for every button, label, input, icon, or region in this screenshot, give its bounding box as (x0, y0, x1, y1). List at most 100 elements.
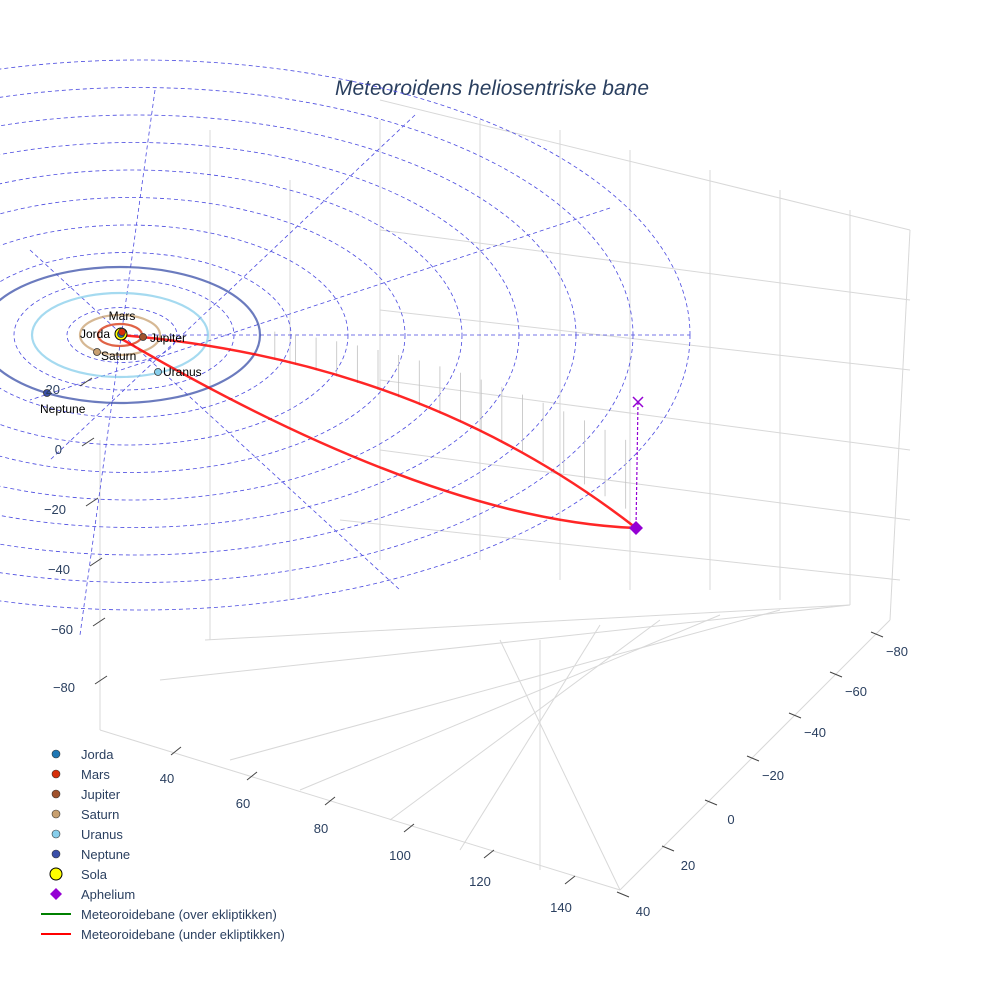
x-marker (632, 396, 644, 408)
y-tick-mark (704, 799, 718, 806)
y-tick-mark (788, 712, 802, 719)
z-tick-mark (92, 617, 106, 627)
planet-marker-neptune (43, 389, 51, 397)
legend-item[interactable]: Jorda (51, 747, 114, 762)
y-tick-label: −20 (762, 768, 784, 783)
planet-label-neptune: Neptune (40, 402, 86, 416)
x-tick-label: 120 (469, 874, 491, 889)
legend-item[interactable]: Neptune (51, 847, 130, 862)
planet-label-mars: Mars (109, 309, 136, 323)
grid-line (379, 449, 911, 521)
legend-symbol (51, 849, 61, 859)
ecliptic-spoke (29, 207, 611, 401)
grid-line (389, 619, 661, 821)
chart-title: Meteoroidens heliosentriske bane (335, 77, 649, 100)
planet-marker-uranus (154, 368, 162, 376)
grid-line (339, 519, 901, 581)
grid-line (159, 604, 851, 681)
grid-line (379, 99, 911, 231)
legend-symbol (51, 829, 61, 839)
z-tick-mark (89, 557, 103, 567)
grid-line (379, 229, 911, 301)
ecliptic-ring (0, 197, 406, 473)
x-tick-label: 60 (236, 796, 250, 811)
z-tick-mark (79, 377, 93, 387)
ecliptic-ring (0, 169, 463, 501)
z-tick-label: 20 (46, 382, 60, 397)
grid-line (379, 309, 911, 371)
planet-orbit (30, 291, 210, 379)
z-tick-label: −40 (48, 562, 70, 577)
legend-item[interactable]: Meteoroidebane (under ekliptikken) (41, 927, 285, 942)
x-tick-label: 100 (389, 848, 411, 863)
x-tick-mark (246, 771, 258, 781)
legend-label: Meteoroidebane (under ekliptikken) (81, 927, 285, 942)
x-tick-label: 80 (314, 821, 328, 836)
grid-line (204, 604, 851, 641)
grid-line (459, 624, 601, 851)
legend-item[interactable]: Mars (51, 767, 110, 782)
z-tick-label: −60 (51, 622, 73, 637)
grid-line (379, 379, 911, 451)
aphelion-marker (629, 521, 643, 535)
legend-symbol (51, 789, 61, 799)
planet-orbit (78, 313, 162, 357)
z-tick-mark (85, 497, 99, 507)
y-tick-label: −60 (845, 684, 867, 699)
legend-label: Sola (81, 867, 108, 882)
x-tick-mark (483, 849, 495, 859)
x-tick-label: 40 (160, 771, 174, 786)
grid-line (229, 609, 781, 761)
z-tick-mark (81, 437, 95, 447)
legend-label: Saturn (81, 807, 119, 822)
y-tick-mark (870, 631, 884, 638)
legend-item[interactable]: Jupiter (51, 787, 121, 802)
legend-symbol (50, 888, 62, 900)
x-tick-mark (403, 823, 415, 833)
x-tick-mark (324, 796, 336, 806)
aphelion-dash (635, 401, 639, 529)
legend-item[interactable]: Sola (49, 867, 108, 882)
legend-item[interactable]: Aphelium (50, 887, 135, 902)
z-tick-label: −80 (53, 680, 75, 695)
ecliptic-spoke (49, 114, 416, 461)
planet-label-jupiter: Jupiter (150, 331, 186, 345)
y-tick-label: 0 (727, 812, 734, 827)
z-tick-label: −20 (44, 502, 66, 517)
y-tick-label: −80 (886, 644, 908, 659)
z-tick-mark (94, 675, 108, 685)
planet-marker-mars (118, 328, 126, 336)
planet-label-uranus: Uranus (163, 365, 202, 379)
z-tick-label: 0 (55, 442, 62, 457)
y-tick-label: 20 (681, 858, 695, 873)
x-tick-mark (170, 746, 182, 756)
legend-item[interactable]: Saturn (51, 807, 119, 822)
legend-symbol (49, 867, 63, 881)
y-tick-label: 40 (636, 904, 650, 919)
grid-line (889, 229, 911, 621)
y-tick-mark (829, 671, 843, 678)
legend-label: Mars (81, 767, 110, 782)
legend-symbol (51, 769, 61, 779)
grid-line (299, 614, 721, 791)
x-tick-mark (564, 875, 576, 885)
legend-symbol (51, 809, 61, 819)
planet-label-jorda: Jorda (80, 327, 110, 341)
ecliptic-spoke (79, 89, 156, 636)
legend-label: Uranus (81, 827, 123, 842)
legend-label: Jupiter (81, 787, 121, 802)
legend-item[interactable]: Meteoroidebane (over ekliptikken) (41, 907, 277, 922)
y-tick-mark (746, 755, 760, 762)
legend-label: Jorda (81, 747, 114, 762)
grid-line (499, 639, 621, 891)
planet-orbit (0, 265, 262, 405)
planet-marker-jupiter (139, 333, 147, 341)
y-tick-mark (661, 845, 675, 852)
legend-item[interactable]: Uranus (51, 827, 123, 842)
grid-line (619, 619, 891, 891)
legend-label: Aphelium (81, 887, 135, 902)
y-tick-mark (616, 891, 630, 898)
legend-symbol (51, 749, 61, 759)
